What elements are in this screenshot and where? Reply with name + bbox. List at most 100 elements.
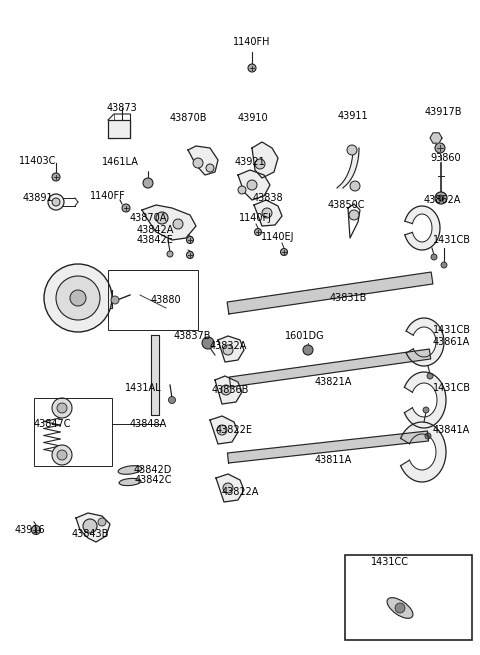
Text: 1140FJ: 1140FJ <box>239 213 272 223</box>
Text: 1431AL: 1431AL <box>125 383 161 393</box>
Circle shape <box>425 433 431 439</box>
Circle shape <box>156 212 168 224</box>
Text: 43921: 43921 <box>235 157 265 167</box>
Text: 43832A: 43832A <box>209 341 247 351</box>
Circle shape <box>221 385 231 395</box>
Circle shape <box>438 195 444 201</box>
Circle shape <box>122 204 130 212</box>
Circle shape <box>441 262 447 268</box>
Circle shape <box>48 194 64 210</box>
Polygon shape <box>76 513 110 542</box>
Circle shape <box>32 525 40 534</box>
Text: 43843B: 43843B <box>72 529 108 539</box>
Polygon shape <box>254 200 282 226</box>
Polygon shape <box>215 376 242 404</box>
Text: 1140EJ: 1140EJ <box>261 232 295 242</box>
Circle shape <box>255 159 265 169</box>
Circle shape <box>217 425 227 435</box>
Text: 43847C: 43847C <box>33 419 71 429</box>
Circle shape <box>70 290 86 306</box>
Text: 43917B: 43917B <box>425 107 463 117</box>
Circle shape <box>435 192 447 204</box>
Text: 43838: 43838 <box>252 193 283 203</box>
Text: 43842D: 43842D <box>134 465 172 475</box>
Circle shape <box>206 164 214 172</box>
Bar <box>108 120 130 138</box>
Ellipse shape <box>119 478 141 485</box>
Circle shape <box>223 345 233 355</box>
Text: 43831B: 43831B <box>329 293 367 303</box>
Circle shape <box>57 450 67 460</box>
Circle shape <box>423 407 429 413</box>
Circle shape <box>431 254 437 260</box>
Circle shape <box>254 229 262 236</box>
Bar <box>108 270 198 330</box>
Circle shape <box>56 276 100 320</box>
Text: 43862A: 43862A <box>424 195 461 205</box>
Text: 11403C: 11403C <box>19 156 57 166</box>
Circle shape <box>83 519 97 533</box>
Text: 1431CB: 1431CB <box>433 325 471 335</box>
Circle shape <box>347 145 357 155</box>
Circle shape <box>52 198 60 206</box>
Text: 43850C: 43850C <box>327 200 365 210</box>
Polygon shape <box>188 146 218 175</box>
Circle shape <box>187 236 193 244</box>
Circle shape <box>187 252 193 259</box>
Text: 43861A: 43861A <box>433 337 470 347</box>
Text: 1431CB: 1431CB <box>433 383 471 393</box>
Text: 43870A: 43870A <box>129 213 167 223</box>
Circle shape <box>349 210 359 220</box>
Polygon shape <box>229 349 431 387</box>
Polygon shape <box>252 142 278 178</box>
Polygon shape <box>228 431 429 463</box>
Circle shape <box>238 186 246 194</box>
Circle shape <box>303 345 313 355</box>
Text: 43837B: 43837B <box>173 331 211 341</box>
Circle shape <box>280 248 288 255</box>
Text: 1140FF: 1140FF <box>90 191 126 201</box>
Circle shape <box>247 180 257 190</box>
Circle shape <box>427 373 433 379</box>
Polygon shape <box>405 206 440 250</box>
Polygon shape <box>216 474 244 502</box>
Circle shape <box>44 264 112 332</box>
Text: 1601DG: 1601DG <box>285 331 325 341</box>
Text: 43842C: 43842C <box>134 475 172 485</box>
Polygon shape <box>238 170 270 200</box>
Circle shape <box>52 398 72 418</box>
Circle shape <box>173 219 183 229</box>
Circle shape <box>167 251 173 257</box>
Bar <box>345 555 472 640</box>
Ellipse shape <box>118 466 142 474</box>
Polygon shape <box>406 318 444 366</box>
Polygon shape <box>218 336 244 362</box>
Text: 93860: 93860 <box>430 153 461 163</box>
Polygon shape <box>151 335 159 415</box>
Polygon shape <box>142 205 196 240</box>
Circle shape <box>395 603 405 613</box>
Circle shape <box>168 396 176 403</box>
Text: 43880: 43880 <box>151 295 181 305</box>
Circle shape <box>143 178 153 188</box>
Text: 43891: 43891 <box>23 193 53 203</box>
Ellipse shape <box>387 597 413 618</box>
Text: 1461LA: 1461LA <box>102 157 138 167</box>
Polygon shape <box>401 422 446 482</box>
Polygon shape <box>430 133 442 143</box>
Text: 43842E: 43842E <box>137 235 173 245</box>
Text: 43821A: 43821A <box>314 377 352 387</box>
Circle shape <box>435 143 445 153</box>
Circle shape <box>111 296 119 304</box>
Circle shape <box>193 158 203 168</box>
Circle shape <box>350 181 360 191</box>
Circle shape <box>98 518 106 526</box>
Circle shape <box>223 483 233 493</box>
Text: 43873: 43873 <box>107 103 137 113</box>
Text: 1431CC: 1431CC <box>371 557 409 567</box>
Text: 43870B: 43870B <box>169 113 207 123</box>
Text: 43916: 43916 <box>15 525 45 535</box>
Text: 43822E: 43822E <box>216 425 252 435</box>
Bar <box>34 398 112 466</box>
Text: 43911: 43911 <box>338 111 369 121</box>
